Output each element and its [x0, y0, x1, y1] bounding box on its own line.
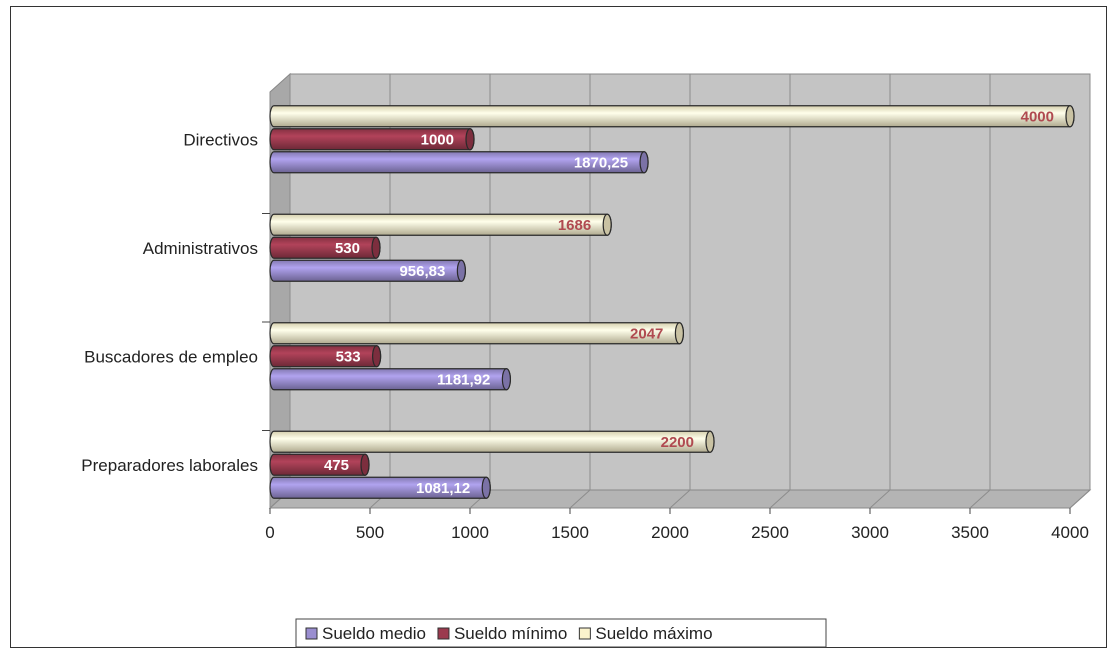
x-tick-label: 3500 [951, 523, 989, 542]
data-label: 1181,92 [437, 371, 490, 388]
bar [269, 430, 715, 453]
bar [269, 453, 370, 476]
floor-gridline [569, 489, 591, 509]
bar [269, 345, 382, 368]
data-label: 956,83 [399, 263, 445, 280]
bar [269, 128, 475, 151]
bar [269, 322, 685, 345]
data-label: 533 [336, 348, 361, 365]
x-tick-label: 2500 [751, 523, 789, 542]
data-label: 4000 [1021, 108, 1054, 125]
data-label: 2047 [630, 325, 663, 342]
category-label: Administrativos [143, 239, 258, 258]
legend-box [295, 618, 827, 648]
category-label: Directivos [183, 130, 258, 149]
legend-entry: Sueldo medio [322, 624, 426, 643]
floor-gridline [1069, 489, 1091, 509]
data-label: 2200 [661, 434, 694, 451]
bar [269, 476, 491, 499]
bar [269, 368, 511, 391]
data-label: 475 [324, 457, 349, 474]
category-label: Preparadores laborales [81, 456, 258, 475]
data-label: 1686 [558, 217, 591, 234]
floor-gridline [869, 489, 891, 509]
bar [269, 213, 612, 236]
x-tick-label: 4000 [1051, 523, 1089, 542]
x-tick-label: 1500 [551, 523, 589, 542]
legend-entry: Sueldo mínimo [454, 624, 567, 643]
category-label: Buscadores de empleo [84, 347, 258, 366]
x-tick-label: 500 [356, 523, 384, 542]
floor-gridline [669, 489, 691, 509]
legend-entry: Sueldo máximo [595, 624, 712, 643]
x-tick-label: 0 [265, 523, 274, 542]
data-label: 530 [335, 240, 360, 257]
x-tick-label: 1000 [451, 523, 489, 542]
bar [269, 259, 466, 282]
floor-gridline [769, 489, 791, 509]
bar [269, 105, 1075, 128]
legend-swatch [578, 627, 591, 640]
legend-swatch [305, 627, 318, 640]
x-tick-label: 3000 [851, 523, 889, 542]
legend-swatch [437, 627, 450, 640]
data-label: 1000 [421, 131, 454, 148]
floor-gridline [969, 489, 991, 509]
data-label: 1870,25 [574, 154, 628, 171]
bar [269, 236, 381, 259]
x-tick-label: 2000 [651, 523, 689, 542]
data-label: 1081,12 [416, 480, 470, 497]
bar [269, 151, 649, 174]
